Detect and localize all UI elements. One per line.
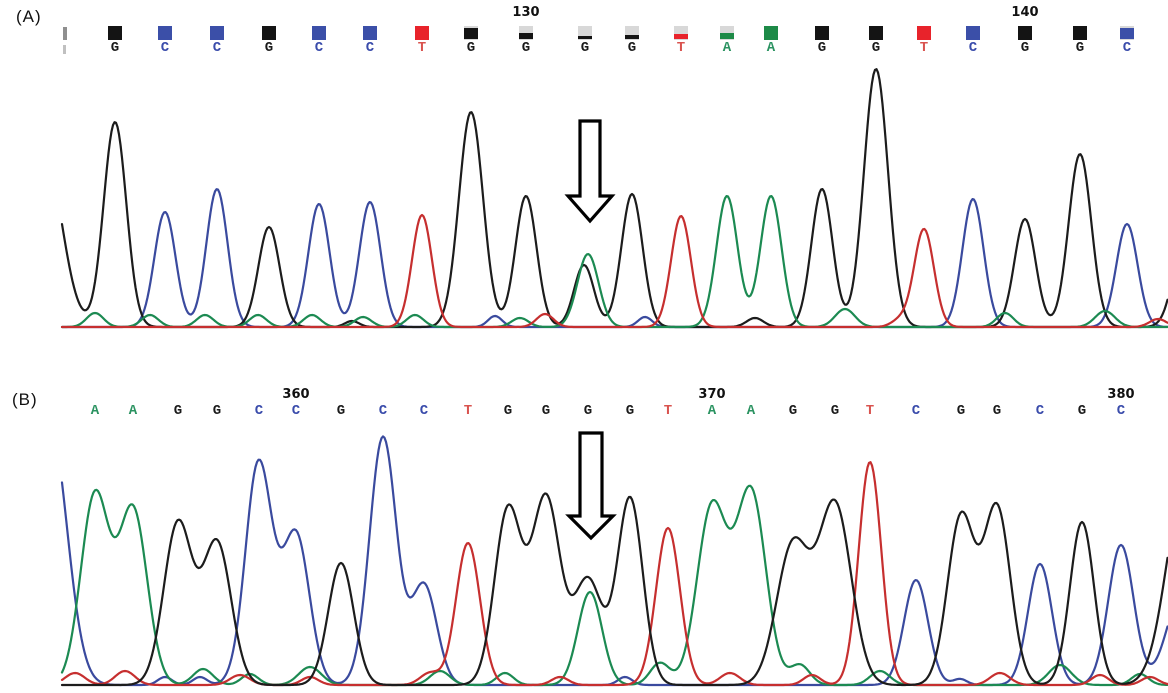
quality-square xyxy=(158,26,172,40)
base-call-b-14: T xyxy=(663,403,673,419)
base-call-b-5: C xyxy=(291,403,301,419)
panel-b-chromatogram xyxy=(60,431,1168,687)
base-call-a-0: G xyxy=(110,40,120,56)
base-call-b-13: G xyxy=(625,403,635,419)
quality-square xyxy=(519,26,533,40)
base-call-b-17: G xyxy=(788,403,798,419)
quality-square xyxy=(312,26,326,40)
mutation-arrow-b xyxy=(565,431,617,541)
base-call-a-1: C xyxy=(160,40,170,56)
quality-square xyxy=(764,26,778,40)
base-call-a-6: T xyxy=(417,40,427,56)
base-call-a-5: C xyxy=(365,40,375,56)
position-label-130: 130 xyxy=(512,5,540,20)
quality-square xyxy=(464,26,478,40)
quality-square xyxy=(966,26,980,40)
quality-bar xyxy=(674,34,688,39)
quality-bar xyxy=(625,35,639,39)
position-label-360: 360 xyxy=(282,387,310,402)
edge-letter-fragment xyxy=(63,45,66,54)
quality-square xyxy=(869,26,883,40)
quality-square xyxy=(674,26,688,40)
trace-b-channel-C xyxy=(60,435,1168,687)
base-call-b-22: G xyxy=(992,403,1002,419)
base-call-b-12: G xyxy=(583,403,593,419)
trace-b-channel-A xyxy=(60,484,1168,687)
quality-square xyxy=(108,26,122,40)
position-label-380: 380 xyxy=(1107,387,1135,402)
base-call-a-13: A xyxy=(766,40,776,56)
quality-square xyxy=(363,26,377,40)
quality-square xyxy=(917,26,931,40)
base-call-a-14: G xyxy=(817,40,827,56)
base-call-b-24: G xyxy=(1077,403,1087,419)
quality-square xyxy=(210,26,224,40)
base-call-a-11: T xyxy=(676,40,686,56)
quality-square xyxy=(1120,26,1134,40)
edge-quality-bar-fragment xyxy=(63,27,67,40)
base-call-a-9: G xyxy=(580,40,590,56)
trace-b-channel-G xyxy=(60,492,1168,687)
base-call-a-10: G xyxy=(627,40,637,56)
base-call-b-6: G xyxy=(336,403,346,419)
trace-b-channel-T xyxy=(60,461,1168,687)
quality-square xyxy=(720,26,734,40)
trace-a-channel-G xyxy=(60,68,1168,329)
base-call-a-16: T xyxy=(919,40,929,56)
quality-square xyxy=(262,26,276,40)
quality-square xyxy=(625,26,639,40)
base-call-b-16: A xyxy=(746,403,756,419)
quality-bar xyxy=(464,28,478,39)
quality-bar xyxy=(578,36,592,39)
base-call-b-25: C xyxy=(1116,403,1126,419)
base-call-b-9: T xyxy=(463,403,473,419)
position-label-370: 370 xyxy=(698,387,726,402)
base-call-b-18: G xyxy=(830,403,840,419)
base-call-b-1: A xyxy=(128,403,138,419)
position-label-140: 140 xyxy=(1011,5,1039,20)
base-call-b-8: C xyxy=(419,403,429,419)
base-call-a-8: G xyxy=(521,40,531,56)
base-call-a-7: G xyxy=(466,40,476,56)
base-call-a-3: G xyxy=(264,40,274,56)
trace-a-channel-A xyxy=(60,195,1168,329)
base-call-a-17: C xyxy=(968,40,978,56)
quality-square xyxy=(1018,26,1032,40)
quality-square xyxy=(415,26,429,40)
trace-a-channel-T xyxy=(60,213,1168,329)
base-call-b-10: G xyxy=(503,403,513,419)
mutation-arrow-a xyxy=(564,119,616,224)
panel-b-label: (B) xyxy=(12,390,38,409)
base-call-a-18: G xyxy=(1020,40,1030,56)
base-call-b-15: A xyxy=(707,403,717,419)
base-call-a-19: G xyxy=(1075,40,1085,56)
base-call-b-7: C xyxy=(378,403,388,419)
quality-square xyxy=(578,26,592,40)
base-call-b-0: A xyxy=(90,403,100,419)
panel-a-chromatogram xyxy=(60,68,1168,329)
quality-bar xyxy=(519,33,533,39)
trace-a-channel-C xyxy=(60,188,1168,329)
base-call-a-12: A xyxy=(722,40,732,56)
base-call-b-19: T xyxy=(865,403,875,419)
base-call-a-4: C xyxy=(314,40,324,56)
base-call-a-15: G xyxy=(871,40,881,56)
quality-square xyxy=(1073,26,1087,40)
base-call-b-21: G xyxy=(956,403,966,419)
base-call-b-4: C xyxy=(254,403,264,419)
base-call-a-20: C xyxy=(1122,40,1132,56)
base-call-b-3: G xyxy=(212,403,222,419)
quality-bar xyxy=(720,33,734,39)
base-call-a-2: C xyxy=(212,40,222,56)
base-call-b-20: C xyxy=(911,403,921,419)
base-call-b-11: G xyxy=(541,403,551,419)
quality-square xyxy=(815,26,829,40)
panel-a-label: (A) xyxy=(16,7,42,26)
base-call-b-23: C xyxy=(1035,403,1045,419)
quality-bar xyxy=(1120,28,1134,39)
base-call-b-2: G xyxy=(173,403,183,419)
